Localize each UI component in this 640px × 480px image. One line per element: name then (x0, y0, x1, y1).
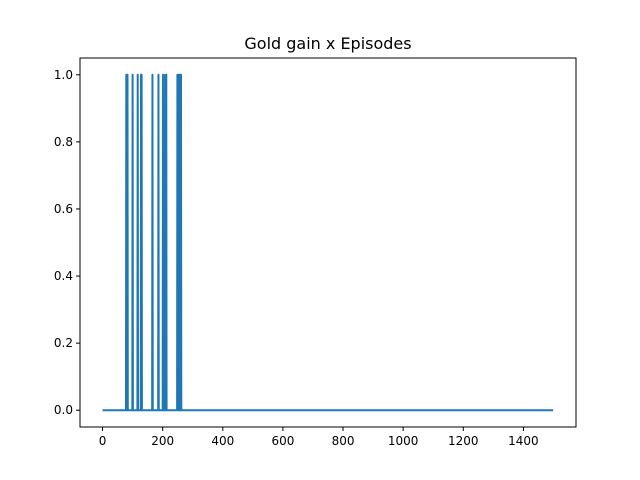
x-axis: 0 200 400 600 800 1000 1200 1400 (99, 427, 539, 448)
y-tick-label: 0.6 (54, 202, 73, 216)
x-tick-label: 200 (151, 434, 174, 448)
y-tick-label: 0.2 (54, 336, 73, 350)
y-tick-label: 0.4 (54, 269, 73, 283)
x-tick-label: 1200 (448, 434, 479, 448)
plot-area (102, 73, 554, 412)
x-tick-label: 600 (271, 434, 294, 448)
y-tick-label: 0.0 (54, 403, 73, 417)
x-tick-label: 400 (211, 434, 234, 448)
x-tick-label: 0 (99, 434, 107, 448)
x-tick-label: 800 (332, 434, 355, 448)
axes-frame (79, 57, 577, 428)
y-axis: 0.0 0.2 0.4 0.6 0.8 1.0 (54, 68, 80, 417)
series-line (102, 73, 554, 412)
chart-title: Gold gain x Episodes (244, 34, 411, 53)
x-tick-label: 1000 (388, 434, 419, 448)
y-tick-label: 1.0 (54, 68, 73, 82)
y-tick-label: 0.8 (54, 135, 73, 149)
x-tick-label: 1400 (508, 434, 539, 448)
